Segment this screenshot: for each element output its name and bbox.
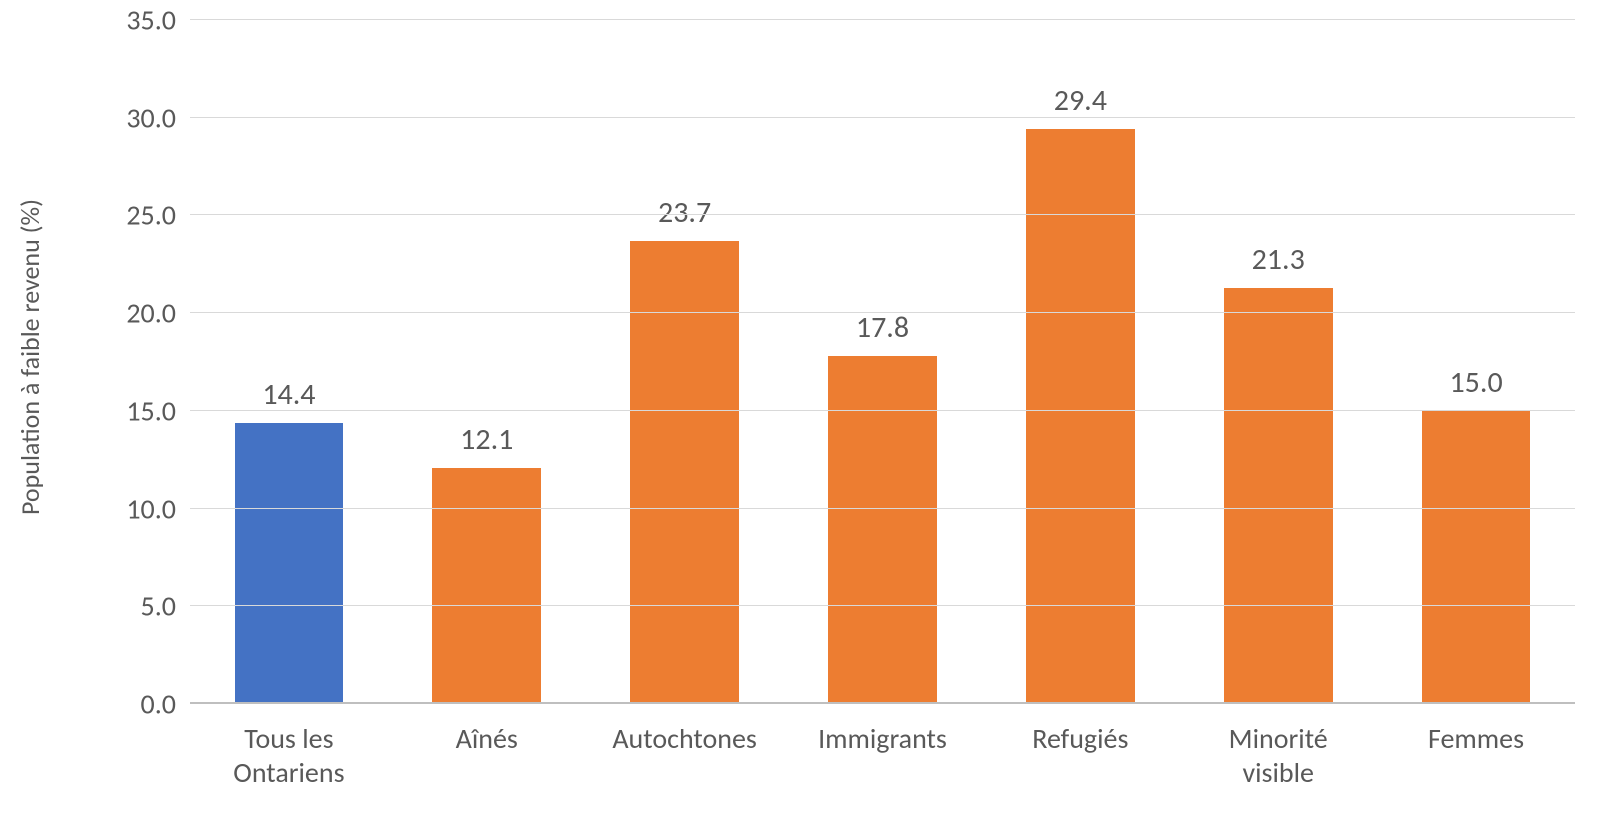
- bar: 29.4: [1026, 129, 1135, 704]
- bar-value-label: 12.1: [460, 421, 513, 468]
- bar: 21.3: [1224, 288, 1333, 704]
- gridline: [190, 117, 1575, 118]
- gridline: [190, 19, 1575, 20]
- bar: 23.7: [630, 241, 739, 704]
- y-tick-label: 5.0: [141, 589, 190, 624]
- bars-layer: 14.4 12.1 23.7 17.8 29.4 21.3 15.0: [190, 20, 1575, 704]
- bar-value-label: 23.7: [658, 194, 711, 241]
- gridline: [190, 702, 1575, 704]
- gridline: [190, 312, 1575, 313]
- y-axis-title: Population à faible revenu (%): [14, 199, 46, 515]
- y-tick-label: 15.0: [126, 393, 190, 428]
- bar-value-label: 15.0: [1449, 364, 1502, 411]
- y-axis-title-container: Population à faible revenu (%): [8, 0, 52, 714]
- x-axis-label: Immigrants: [784, 722, 982, 756]
- gridline: [190, 508, 1575, 509]
- x-axis-label: Minorité visible: [1179, 722, 1377, 789]
- y-tick-label: 20.0: [126, 296, 190, 331]
- y-tick-label: 25.0: [126, 198, 190, 233]
- gridline: [190, 410, 1575, 411]
- bar: 17.8: [828, 356, 937, 704]
- bar-value-label: 29.4: [1054, 82, 1107, 129]
- x-axis-label: Femmes: [1377, 722, 1575, 756]
- bar-value-label: 14.4: [262, 376, 315, 423]
- bar: 12.1: [432, 468, 541, 704]
- x-axis-label: Autochtones: [586, 722, 784, 756]
- y-tick-label: 10.0: [126, 491, 190, 526]
- x-axis-label: Aînés: [388, 722, 586, 756]
- y-tick-label: 30.0: [126, 100, 190, 135]
- y-tick-label: 0.0: [141, 687, 190, 722]
- bar: 15.0: [1422, 411, 1531, 704]
- bar-value-label: 17.8: [856, 309, 909, 356]
- x-axis-label: Tous les Ontariens: [190, 722, 388, 789]
- bar-value-label: 21.3: [1252, 241, 1305, 288]
- gridline: [190, 214, 1575, 215]
- gridline: [190, 605, 1575, 606]
- x-axis-label: Refugiés: [981, 722, 1179, 756]
- bar-chart: Population à faible revenu (%) 14.4 12.1 2…: [0, 0, 1615, 824]
- bar: 14.4: [235, 423, 344, 704]
- plot-area: 14.412.123.717.829.421.315.0 0.05.010.01…: [190, 20, 1575, 704]
- x-axis-labels: Tous les OntariensAînésAutochtonesImmigr…: [190, 714, 1575, 824]
- y-tick-label: 35.0: [126, 3, 190, 38]
